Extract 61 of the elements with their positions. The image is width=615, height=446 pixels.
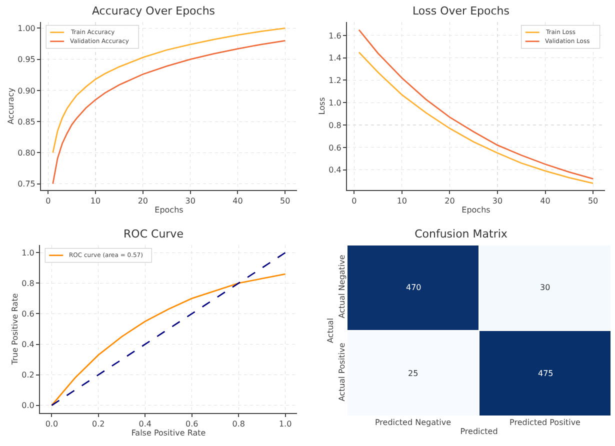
line-series (358, 52, 594, 184)
y-tick-label: 1.6 (328, 31, 342, 40)
y-axis-title: Actual (326, 318, 336, 344)
data-label: 25 (408, 369, 418, 378)
y-tick-label: 0.80 (18, 148, 36, 158)
x-tick-label: 40 (540, 196, 550, 206)
y-tick-label: 1.0 (22, 248, 34, 258)
x-tick-label: 0.4 (138, 420, 152, 429)
x-axis-title: False Positive Rate (131, 428, 206, 438)
x-tick-label: 40 (232, 196, 243, 206)
y-axis-title: True Positive Rate (10, 293, 20, 366)
y-tick-label: Actual Negative (337, 254, 346, 318)
chart-title: Accuracy Over Epochs (92, 4, 216, 18)
x-tick-label: 0.0 (45, 420, 58, 429)
data-label: 470 (406, 283, 422, 292)
y-tick-label: 0.85 (18, 117, 36, 126)
y-tick-label: 1.00 (18, 24, 36, 34)
x-axis-title: Epochs (462, 206, 490, 215)
y-tick-label: 0.2 (22, 370, 34, 380)
x-tick-label: 50 (280, 196, 290, 206)
y-tick-label: 0.6 (22, 310, 34, 319)
x-tick-label: Predicted Positive (510, 418, 581, 427)
x-tick-label: 0 (46, 196, 51, 206)
x-tick-label: Predicted Negative (375, 418, 452, 427)
y-axis-title: Loss (317, 97, 326, 115)
x-tick-label: 0.2 (92, 420, 105, 429)
y-tick-label: 0.8 (22, 278, 34, 288)
x-axis-title: Epochs (154, 206, 184, 215)
x-tick-label: 1.0 (278, 420, 292, 429)
y-tick-label: 0.90 (18, 86, 36, 96)
y-axis-title: Accuracy (6, 87, 16, 124)
data-label: 30 (540, 283, 550, 292)
x-tick-label: 10 (90, 196, 101, 206)
x-tick-label: 0 (352, 196, 357, 206)
y-tick-label: 0.95 (18, 55, 36, 64)
line-series (52, 28, 286, 154)
x-tick-label: 20 (444, 196, 455, 206)
y-tick-label: 1.0 (328, 98, 342, 108)
y-tick-label: 1.2 (328, 76, 342, 86)
y-tick-label: 0.75 (18, 180, 36, 189)
x-tick-label: 0.8 (232, 420, 245, 429)
data-label: 475 (538, 369, 554, 378)
x-tick-label: 0.6 (185, 420, 198, 429)
chart-title: ROC Curve (124, 227, 184, 240)
x-tick-label: 50 (588, 196, 598, 206)
x-tick-label: 30 (185, 196, 196, 206)
y-tick-label: 0.8 (328, 120, 342, 130)
x-tick-label: 10 (396, 196, 408, 206)
chart-title: Confusion Matrix (414, 227, 508, 240)
y-tick-label: 0.4 (328, 166, 342, 175)
y-tick-label: 1.4 (328, 54, 342, 63)
y-tick-label: 0.0 (22, 401, 34, 410)
x-tick-label: 20 (138, 196, 148, 206)
chart-title: Loss Over Epochs (412, 4, 510, 18)
y-tick-label: 0.6 (328, 143, 342, 152)
y-tick-label: Actual Positive (337, 342, 346, 402)
line-series (358, 29, 594, 180)
x-axis-title: Predicted (460, 427, 498, 436)
x-tick-label: 30 (492, 196, 503, 206)
y-tick-label: 0.4 (22, 340, 34, 350)
line-series (52, 40, 286, 184)
